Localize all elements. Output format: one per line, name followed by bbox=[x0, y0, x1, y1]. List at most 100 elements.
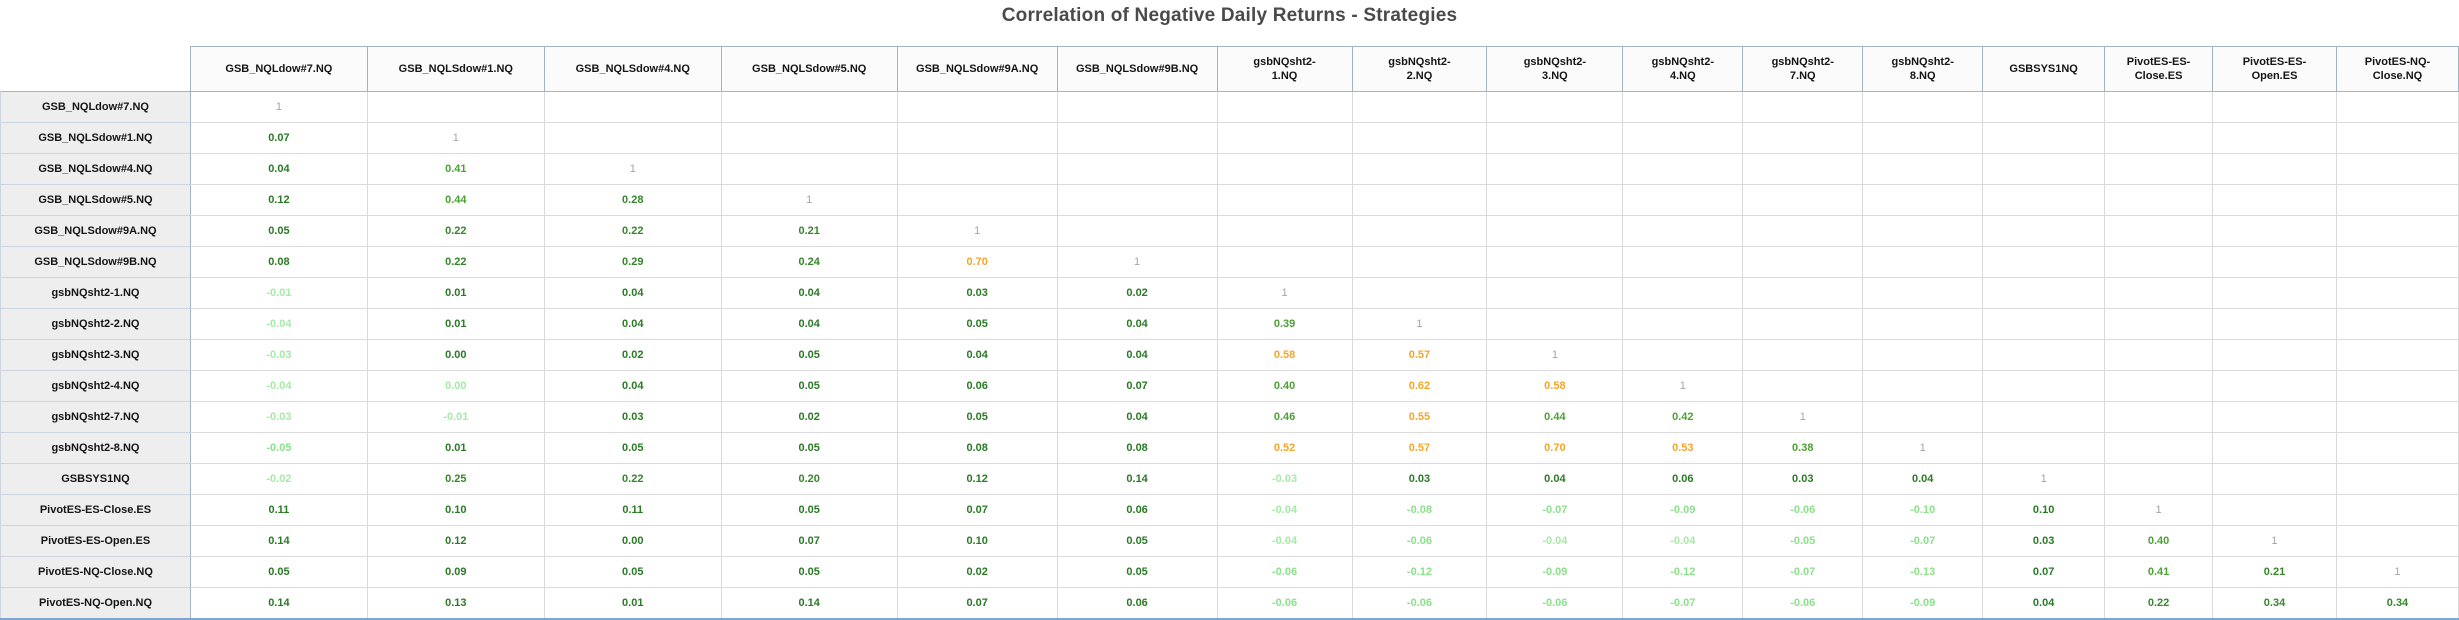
row-header: GSB_NQLSdow#9B.NQ bbox=[0, 246, 191, 278]
correlation-cell bbox=[1982, 401, 2106, 433]
correlation-cell: 0.40 bbox=[2104, 525, 2214, 557]
correlation-cell: -0.02 bbox=[189, 463, 368, 495]
correlation-cell: 1 bbox=[896, 215, 1058, 247]
correlation-cell: 0.01 bbox=[366, 277, 545, 309]
column-header: gsbNQsht2- 7.NQ bbox=[1742, 46, 1864, 92]
correlation-cell bbox=[2335, 215, 2459, 247]
correlation-cell bbox=[1216, 246, 1353, 278]
correlation-cell bbox=[2212, 339, 2337, 371]
correlation-cell bbox=[2335, 308, 2459, 340]
correlation-cell bbox=[2104, 215, 2214, 247]
correlation-cell: 0.07 bbox=[189, 122, 368, 154]
correlation-cell: -0.06 bbox=[1216, 587, 1353, 620]
correlation-cell bbox=[1056, 91, 1218, 123]
correlation-cell: 0.24 bbox=[720, 246, 898, 278]
table-row: GSB_NQLSdow#5.NQ 0.12 0.44 0.28 1 bbox=[0, 184, 2459, 216]
correlation-cell: 0.00 bbox=[543, 525, 722, 557]
row-header: PivotES-NQ-Open.NQ bbox=[0, 587, 191, 620]
corner-cell bbox=[0, 46, 191, 92]
table-row: GSB_NQLSdow#9B.NQ 0.08 0.22 0.29 0.24 0.70 1 bbox=[0, 246, 2459, 278]
correlation-cell bbox=[2104, 246, 2214, 278]
correlation-matrix-table: GSB_NQLdow#7.NQ GSB_NQLSdow#1.NQ GSB_NQLSd… bbox=[0, 46, 2459, 620]
correlation-cell: 0.21 bbox=[2212, 556, 2337, 588]
correlation-cell: 0.07 bbox=[896, 494, 1058, 526]
correlation-cell bbox=[2212, 463, 2337, 495]
correlation-cell bbox=[1982, 308, 2106, 340]
correlation-cell: 0.07 bbox=[720, 525, 898, 557]
correlation-cell: -0.04 bbox=[1486, 525, 1624, 557]
correlation-cell: 0.01 bbox=[366, 308, 545, 340]
correlation-cell: 0.04 bbox=[1486, 463, 1624, 495]
correlation-cell bbox=[1486, 308, 1624, 340]
correlation-cell: 0.52 bbox=[1216, 432, 1353, 464]
correlation-cell: 0.01 bbox=[366, 432, 545, 464]
correlation-cell bbox=[1982, 432, 2106, 464]
table-row: PivotES-NQ-Open.NQ 0.14 0.13 0.01 0.14 0.07 0.… bbox=[0, 587, 2459, 620]
correlation-cell bbox=[896, 184, 1058, 216]
correlation-cell: 0.12 bbox=[189, 184, 368, 216]
correlation-cell: 1 bbox=[1862, 432, 1984, 464]
correlation-cell: -0.04 bbox=[1622, 525, 1744, 557]
correlation-cell bbox=[1622, 308, 1744, 340]
column-header: gsbNQsht2- 3.NQ bbox=[1486, 46, 1624, 92]
correlation-cell bbox=[2104, 432, 2214, 464]
correlation-cell bbox=[2212, 494, 2337, 526]
correlation-cell: -0.12 bbox=[1622, 556, 1744, 588]
correlation-cell: 0.04 bbox=[1056, 339, 1218, 371]
correlation-cell: 0.05 bbox=[896, 401, 1058, 433]
correlation-cell bbox=[896, 91, 1058, 123]
correlation-cell bbox=[1486, 246, 1624, 278]
correlation-cell bbox=[1742, 184, 1864, 216]
correlation-cell bbox=[1622, 184, 1744, 216]
correlation-cell: -0.03 bbox=[189, 339, 368, 371]
correlation-cell: 0.04 bbox=[1982, 587, 2106, 620]
correlation-cell: 0.05 bbox=[189, 215, 368, 247]
correlation-cell: 0.04 bbox=[720, 308, 898, 340]
column-header: gsbNQsht2- 8.NQ bbox=[1862, 46, 1984, 92]
correlation-cell: 0.46 bbox=[1216, 401, 1353, 433]
correlation-cell bbox=[2212, 184, 2337, 216]
correlation-cell: 1 bbox=[1622, 370, 1744, 402]
correlation-cell: 0.00 bbox=[366, 339, 545, 371]
correlation-cell: 0.29 bbox=[543, 246, 722, 278]
correlation-cell bbox=[1216, 91, 1353, 123]
column-header: GSB_NQLSdow#4.NQ bbox=[543, 46, 722, 92]
correlation-cell: 0.09 bbox=[366, 556, 545, 588]
row-header: GSB_NQLdow#7.NQ bbox=[0, 91, 191, 123]
correlation-cell bbox=[2104, 370, 2214, 402]
correlation-cell bbox=[1056, 122, 1218, 154]
correlation-cell: -0.13 bbox=[1862, 556, 1984, 588]
correlation-cell bbox=[2212, 370, 2337, 402]
correlation-cell bbox=[1486, 184, 1624, 216]
correlation-cell bbox=[2335, 432, 2459, 464]
row-header: PivotES-NQ-Close.NQ bbox=[0, 556, 191, 588]
correlation-cell bbox=[1216, 215, 1353, 247]
correlation-cell bbox=[1862, 401, 1984, 433]
correlation-cell: 0.07 bbox=[1056, 370, 1218, 402]
correlation-cell bbox=[2104, 184, 2214, 216]
correlation-cell bbox=[1486, 215, 1624, 247]
correlation-cell bbox=[2335, 370, 2459, 402]
correlation-cell bbox=[366, 91, 545, 123]
correlation-cell: -0.04 bbox=[1216, 525, 1353, 557]
correlation-cell: 0.21 bbox=[720, 215, 898, 247]
correlation-cell: 0.03 bbox=[896, 277, 1058, 309]
correlation-cell bbox=[2335, 246, 2459, 278]
correlation-cell bbox=[1862, 215, 1984, 247]
correlation-cell bbox=[1982, 153, 2106, 185]
correlation-cell: 0.38 bbox=[1742, 432, 1864, 464]
correlation-cell: 0.57 bbox=[1351, 339, 1488, 371]
page-title: Correlation of Negative Daily Returns - … bbox=[1001, 5, 1458, 26]
row-header: GSB_NQLSdow#5.NQ bbox=[0, 184, 191, 216]
correlation-cell: -0.01 bbox=[366, 401, 545, 433]
correlation-cell: -0.06 bbox=[1486, 587, 1624, 620]
correlation-cell bbox=[1351, 91, 1488, 123]
correlation-cell: -0.07 bbox=[1486, 494, 1624, 526]
correlation-cell bbox=[2104, 339, 2214, 371]
row-header: gsbNQsht2-3.NQ bbox=[0, 339, 191, 371]
correlation-cell bbox=[2212, 215, 2337, 247]
correlation-cell: -0.08 bbox=[1351, 494, 1488, 526]
correlation-cell bbox=[1742, 339, 1864, 371]
correlation-cell bbox=[1862, 184, 1984, 216]
correlation-cell bbox=[896, 153, 1058, 185]
